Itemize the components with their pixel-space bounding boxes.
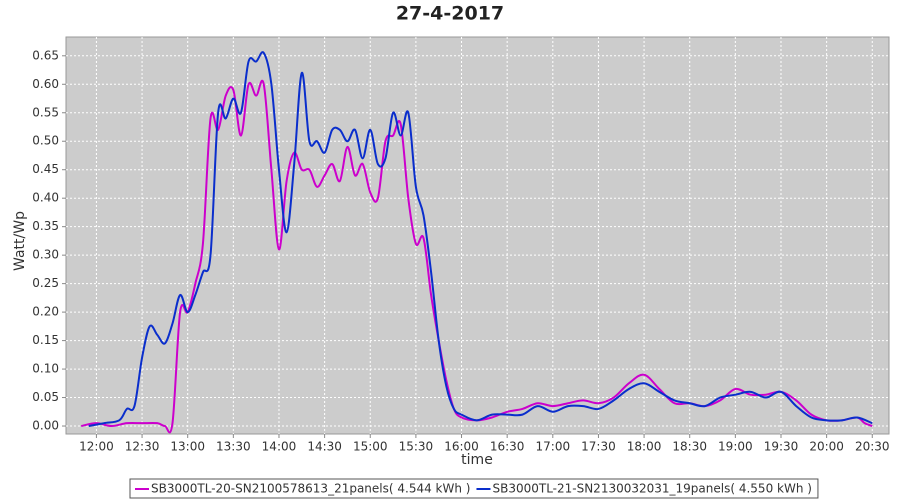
x-tick-label: 14:30	[307, 440, 342, 454]
legend-label: SB3000TL-21-SN2130032031_19panels( 4.550…	[492, 482, 811, 496]
y-tick-label: 0.35	[32, 219, 59, 233]
x-tick-label: 18:00	[627, 440, 662, 454]
y-tick-label: 0.00	[32, 419, 59, 433]
y-tick-label: 0.25	[32, 276, 59, 290]
y-tick-label: 0.65	[32, 48, 59, 62]
x-tick-label: 19:00	[718, 440, 753, 454]
legend: SB3000TL-20-SN2100578613_21panels( 4.544…	[129, 478, 819, 499]
y-tick-label: 0.55	[32, 105, 59, 119]
x-tick-label: 12:30	[125, 440, 160, 454]
x-tick-label: 14:00	[262, 440, 297, 454]
y-tick-label: 0.05	[32, 390, 59, 404]
y-tick-label: 0.10	[32, 362, 59, 376]
series-line	[88, 51, 873, 428]
x-tick-label: 18:30	[672, 440, 707, 454]
x-tick-label: 13:30	[216, 440, 251, 454]
x-tick-label: 12:00	[79, 440, 114, 454]
y-tick-label: 0.20	[32, 305, 59, 319]
x-tick-label: 17:00	[536, 440, 571, 454]
x-axis-label: time	[461, 452, 493, 468]
y-tick-label: 0.40	[32, 191, 59, 205]
y-tick-label: 0.15	[32, 333, 59, 347]
y-axis-label: Watt/Wp	[12, 211, 28, 271]
y-tick-label: 0.45	[32, 162, 59, 176]
y-tick-label: 0.50	[32, 134, 59, 148]
x-tick-label: 17:30	[581, 440, 616, 454]
y-tick-label: 0.30	[32, 248, 59, 262]
legend-box	[129, 478, 819, 499]
x-tick-label: 16:00	[444, 440, 479, 454]
x-tick-label: 15:30	[399, 440, 434, 454]
x-tick-label: 15:00	[353, 440, 388, 454]
x-tick-label: 20:30	[855, 440, 890, 454]
legend-label: SB3000TL-20-SN2100578613_21panels( 4.544…	[151, 482, 470, 496]
x-tick-label: 19:30	[764, 440, 799, 454]
chart-title: 27-4-2017	[396, 3, 504, 25]
y-tick-label: 0.60	[32, 77, 59, 91]
x-tick-label: 13:00	[170, 440, 205, 454]
x-tick-label: 20:00	[809, 440, 844, 454]
x-tick-label: 16:30	[490, 440, 525, 454]
plot-area	[65, 36, 890, 435]
